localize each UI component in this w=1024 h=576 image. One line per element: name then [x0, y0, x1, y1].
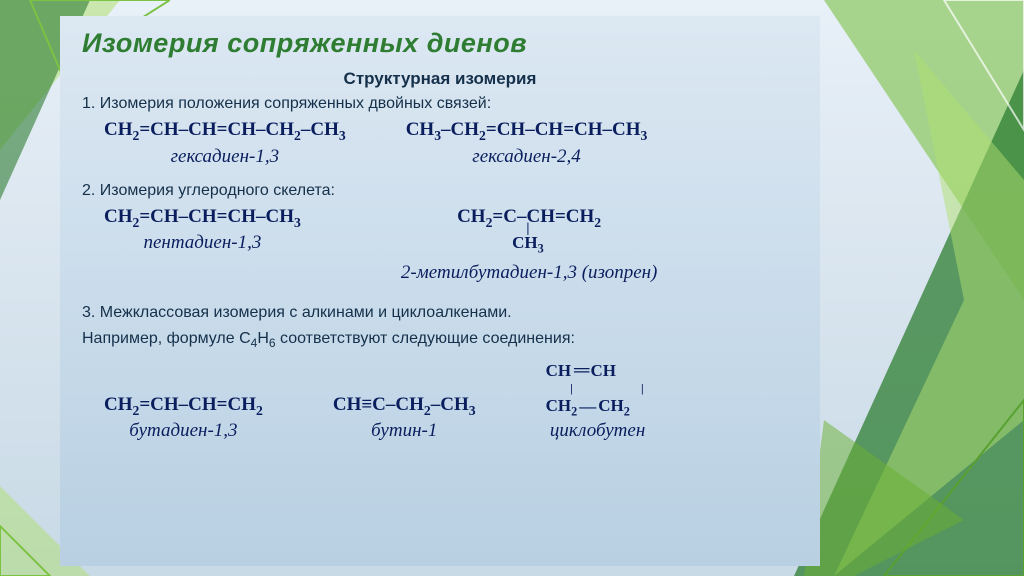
section2-label: 2. Изомерия углеродного скелета:: [82, 182, 798, 200]
section1-label: 1. Изомерия положения сопряженных двойны…: [82, 95, 798, 113]
compound-name: гексадиен-1,3: [171, 146, 280, 168]
inline-formula: C4H6: [239, 330, 276, 347]
compound-butadien13: CH2=CH–CH=CH2 бутадиен-1,3: [104, 394, 263, 443]
text: Например, формуле: [82, 330, 239, 347]
section3-label-line2: Например, формуле C4H6 соответствуют сле…: [82, 328, 798, 351]
compound-name: бутадиен-1,3: [129, 420, 237, 442]
compound-isoprene: CH2=C–CH=CH2 | CH3 2-метилбутадиен-1,3 (…: [401, 206, 658, 285]
slide-title: Изомерия сопряженных диенов: [82, 28, 798, 59]
compound-cyclobutene: CH == CH || CH2 — CH2 циклобутен: [546, 361, 650, 442]
formula: CH2=CH–CH=CH–CH3: [104, 206, 301, 231]
compound-pentadien13: CH2=CH–CH=CH–CH3 пентадиен-1,3: [104, 206, 301, 285]
compound-name: гексадиен-2,4: [472, 146, 581, 168]
compound-butyn1: CH≡C–CH2–CH3 бутин-1: [333, 394, 476, 443]
section3-label-line1: 3. Межклассовая изомерия с алкинами и ци…: [82, 302, 798, 324]
formula: CH2=CH–CH=CH2: [104, 394, 263, 419]
section3-row: CH2=CH–CH=CH2 бутадиен-1,3 CH≡C–CH2–CH3 …: [104, 361, 798, 442]
compound-hexadien24: CH3–CH2=CH–CH=CH–CH3 гексадиен-2,4: [406, 119, 648, 168]
text: соответствуют следующие соединения:: [276, 330, 575, 347]
compound-hexadien13: CH2=CH–CH=CH–CH2–CH3 гексадиен-1,3: [104, 119, 346, 168]
formula: CH2=C–CH=CH2 | CH3: [457, 206, 601, 231]
compound-name: бутин-1: [371, 420, 437, 442]
compound-name: 2-метилбутадиен-1,3 (изопрен): [401, 262, 658, 284]
ring-structure: CH == CH || CH2 — CH2: [546, 361, 650, 418]
compound-name: циклобутен: [550, 420, 645, 442]
formula: CH≡C–CH2–CH3: [333, 394, 476, 419]
compound-name: пентадиен-1,3: [143, 232, 261, 254]
section1-row: CH2=CH–CH=CH–CH2–CH3 гексадиен-1,3 CH3–C…: [104, 119, 798, 168]
formula: CH2=CH–CH=CH–CH2–CH3: [104, 119, 346, 144]
subtitle: Структурная изомерия: [82, 69, 798, 89]
content-box: Изомерия сопряженных диенов Структурная …: [60, 16, 820, 566]
formula: CH3–CH2=CH–CH=CH–CH3: [406, 119, 648, 144]
section2-row: CH2=CH–CH=CH–CH3 пентадиен-1,3 CH2=C–CH=…: [104, 206, 798, 285]
